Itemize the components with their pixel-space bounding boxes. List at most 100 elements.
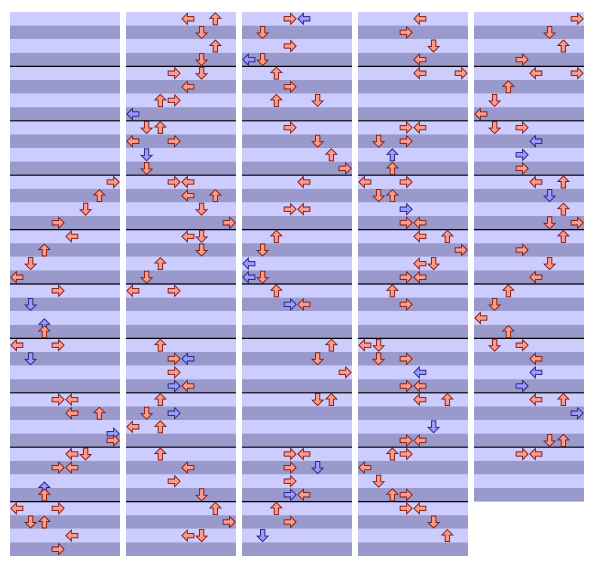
note-arrow [65,447,79,461]
note-arrow [208,39,222,53]
note-arrow [399,488,413,502]
beat-stripe [126,501,236,516]
note-arrow [543,257,557,271]
note-arrow [283,39,297,53]
note-arrow [529,352,543,366]
beat-stripe [358,25,468,40]
beat-stripe [242,379,352,393]
beat-stripe [10,515,120,529]
note-arrow [65,229,79,243]
note-arrow [140,161,154,176]
note-arrow [51,501,65,515]
note-arrow [358,338,372,352]
note-arrow [399,433,413,447]
beat-stripe [242,501,352,516]
note-arrow [297,297,311,311]
note-arrow [501,324,515,339]
note-arrow [51,393,65,407]
note-arrow [413,393,427,407]
note-arrow [413,66,427,80]
beat-stripe [474,39,584,53]
note-arrow [372,474,386,488]
note-arrow [181,461,195,475]
note-arrow [37,515,51,529]
note-arrow [153,447,167,461]
beat-stripe [242,515,352,529]
beat-stripe [358,284,468,298]
note-arrow [126,134,140,148]
beat-stripe [126,352,236,366]
beat-stripe [358,12,468,26]
beat-stripe [242,297,352,312]
beat-stripe [358,488,468,502]
beat-stripe [126,542,236,556]
note-arrow [515,379,529,393]
note-arrow [529,270,543,284]
beat-stripe [10,216,120,230]
beat-stripe [10,324,120,339]
beat-stripe [10,297,120,312]
beat-stripe [358,460,468,475]
beat-stripe [242,270,352,284]
note-arrow [515,161,529,175]
beat-stripe [358,216,468,230]
note-arrow [283,202,297,216]
note-arrow [413,121,427,135]
note-arrow [311,134,325,148]
beat-stripe [474,66,584,80]
beat-stripe [10,80,120,94]
note-arrow [283,474,297,488]
note-arrow [529,447,543,461]
beat-stripe [10,134,120,148]
note-arrow [195,53,209,67]
beat-stripe [10,433,120,448]
note-arrow [358,175,372,189]
beat-stripe [242,338,352,352]
beat-stripe [242,542,352,556]
note-arrow [195,488,209,502]
note-arrow [51,461,65,475]
note-arrow [181,12,195,26]
chart-column [242,12,352,556]
beat-stripe [10,488,120,502]
beat-stripe [126,379,236,393]
note-arrow [126,284,140,298]
beat-stripe [10,270,120,284]
note-arrow [570,216,584,230]
beat-stripe [358,107,468,121]
beat-stripe [10,460,120,475]
beat-stripe [242,107,352,121]
beat-stripe [242,25,352,40]
beat-stripe [474,256,584,271]
note-arrow [37,488,51,502]
beat-stripe [10,25,120,40]
note-arrow [399,379,413,393]
beat-stripe [10,338,120,352]
beat-stripe [358,175,468,189]
note-arrow [140,121,154,135]
note-arrow [372,189,386,203]
beat-stripe [358,161,468,176]
beat-stripe [358,392,468,407]
note-arrow [51,338,65,352]
note-arrow [427,420,441,434]
note-arrow [167,175,181,189]
beat-stripe [126,148,236,162]
note-arrow [556,39,570,53]
beat-stripe [242,66,352,80]
beat-stripe [474,392,584,407]
beat-stripe [126,93,236,108]
note-arrow [385,188,399,203]
note-arrow [338,365,352,379]
note-arrow [153,392,167,407]
note-arrow [474,107,488,121]
beat-stripe [242,12,352,26]
beat-stripe [358,229,468,244]
beat-stripe [126,229,236,244]
note-arrow [167,474,181,488]
note-arrow [10,501,24,515]
note-arrow [427,39,441,53]
note-arrow [515,53,529,67]
beat-stripe [242,39,352,53]
